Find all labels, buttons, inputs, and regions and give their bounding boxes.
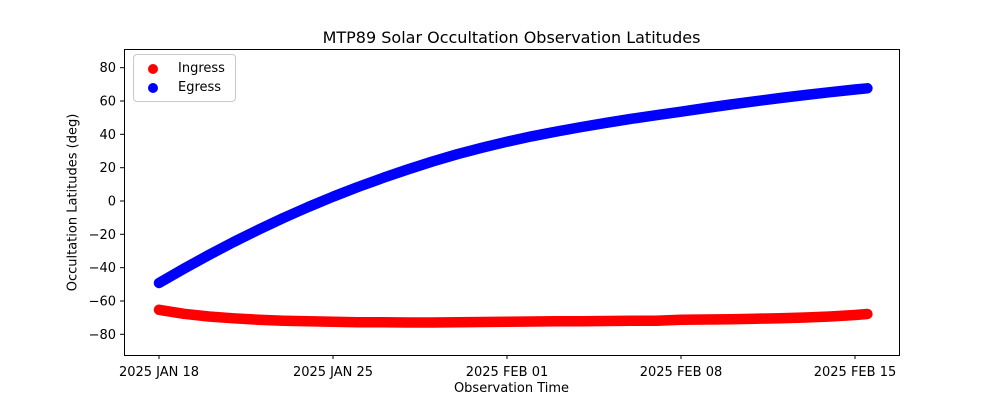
- y-axis-label-container: Occultation Latitudes (deg): [60, 49, 86, 355]
- y-axis-tick-label: 60: [99, 95, 116, 110]
- chart-title: MTP89 Solar Occultation Observation Lati…: [322, 28, 701, 47]
- egress-series: [153, 83, 873, 289]
- y-axis-tick-label: −60: [89, 295, 116, 310]
- y-axis-tick-label: 80: [99, 61, 116, 76]
- legend-marker-egress-icon: [148, 82, 158, 93]
- y-axis-tick-label: 40: [99, 128, 116, 143]
- y-axis-label: Occultation Latitudes (deg): [65, 113, 81, 291]
- ingress-series: [153, 304, 873, 328]
- x-axis-label: Observation Time: [453, 381, 570, 396]
- legend-item-egress: Egress: [143, 79, 225, 96]
- x-axis-tick-label: 2025 JAN 25: [293, 365, 373, 380]
- legend-marker-ingress-icon: [148, 63, 158, 74]
- legend-label-ingress: Ingress: [178, 61, 225, 76]
- y-axis-tick-label: −80: [89, 328, 116, 343]
- y-axis-tick-label: −20: [89, 228, 116, 243]
- axes-spines: [124, 49, 900, 356]
- y-axis-tick-label: −40: [89, 261, 116, 276]
- x-axis-tick-label: 2025 FEB 15: [814, 365, 897, 380]
- legend-label-egress: Egress: [178, 80, 222, 95]
- y-axis-tick-label: 0: [108, 195, 116, 210]
- x-axis-tick-label: 2025 JAN 18: [119, 365, 199, 380]
- y-axis-tick-label: 20: [99, 161, 116, 176]
- legend: Ingress Egress: [133, 54, 236, 102]
- x-axis-tick-label: 2025 FEB 01: [466, 365, 549, 380]
- x-axis-tick-label: 2025 FEB 08: [640, 365, 723, 380]
- legend-item-ingress: Ingress: [143, 60, 225, 77]
